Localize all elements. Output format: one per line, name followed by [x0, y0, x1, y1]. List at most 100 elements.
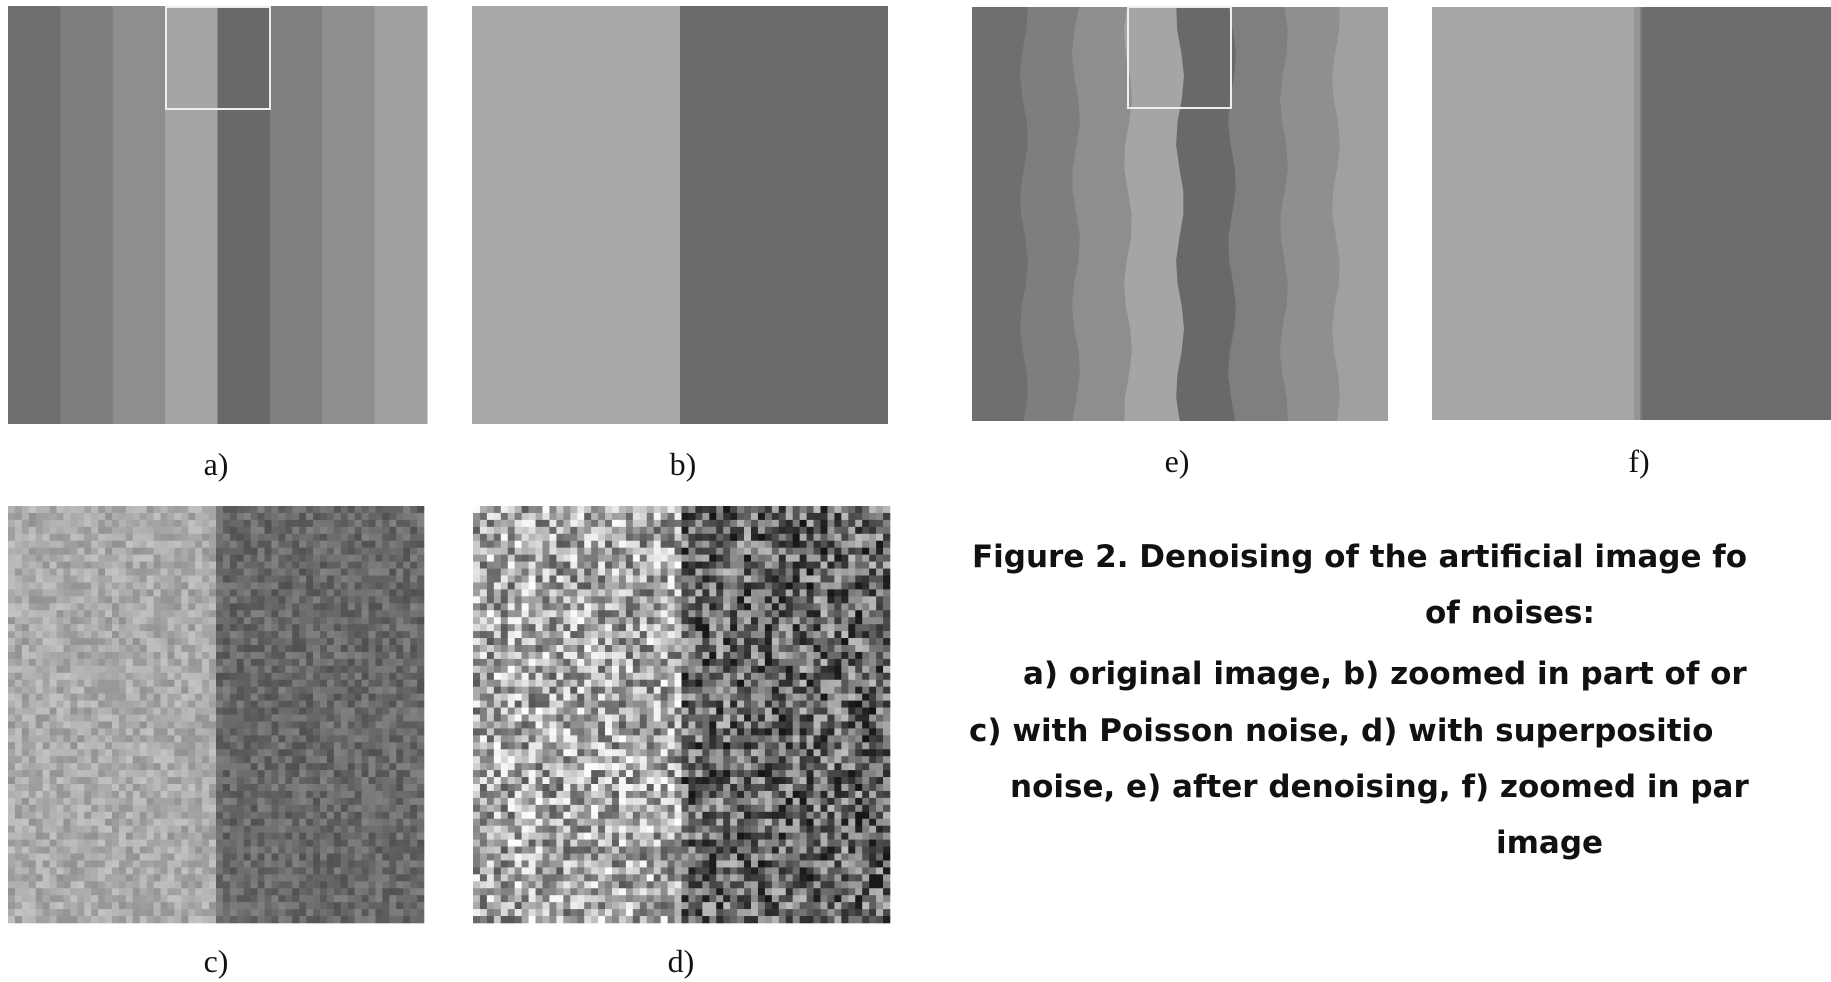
- noise-pixel: [668, 555, 675, 562]
- noise-pixel: [855, 576, 862, 583]
- noise-pixel: [133, 735, 140, 742]
- noise-pixel: [855, 610, 862, 617]
- noise-pixel: [91, 819, 98, 826]
- noise-pixel: [494, 610, 501, 617]
- noise-pixel: [216, 770, 223, 777]
- noise-pixel: [237, 708, 244, 715]
- noise-pixel: [91, 631, 98, 638]
- noise-pixel: [487, 576, 494, 583]
- noise-pixel: [702, 589, 709, 596]
- noise-pixel: [793, 506, 800, 513]
- noise-pixel: [285, 680, 292, 687]
- noise-pixel: [84, 881, 91, 888]
- noise-pixel: [730, 617, 737, 624]
- noise-pixel: [133, 624, 140, 631]
- noise-pixel: [605, 631, 612, 638]
- noise-pixel: [403, 652, 410, 659]
- noise-pixel: [50, 812, 57, 819]
- noise-pixel: [375, 603, 382, 610]
- noise-pixel: [382, 721, 389, 728]
- noise-pixel: [410, 902, 417, 909]
- noise-pixel: [202, 895, 209, 902]
- noise-pixel: [15, 909, 22, 916]
- noise-pixel: [237, 867, 244, 874]
- noise-pixel: [36, 631, 43, 638]
- noise-pixel: [362, 784, 369, 791]
- noise-pixel: [306, 694, 313, 701]
- noise-pixel: [216, 708, 223, 715]
- noise-pixel: [292, 617, 299, 624]
- noise-pixel: [702, 506, 709, 513]
- noise-pixel: [814, 520, 821, 527]
- noise-pixel: [147, 728, 154, 735]
- noise-pixel: [188, 721, 195, 728]
- noise-pixel: [529, 652, 536, 659]
- noise-pixel: [84, 826, 91, 833]
- noise-pixel: [285, 854, 292, 861]
- noise-pixel: [341, 610, 348, 617]
- noise-pixel: [195, 708, 202, 715]
- noise-pixel: [195, 902, 202, 909]
- noise-pixel: [619, 527, 626, 534]
- noise-pixel: [77, 596, 84, 603]
- noise-pixel: [15, 826, 22, 833]
- noise-pixel: [112, 673, 119, 680]
- noise-pixel: [473, 596, 480, 603]
- noise-pixel: [258, 645, 265, 652]
- noise-pixel: [591, 513, 598, 520]
- noise-pixel: [84, 805, 91, 812]
- noise-pixel: [278, 749, 285, 756]
- noise-pixel: [8, 673, 15, 680]
- noise-pixel: [105, 881, 112, 888]
- noise-pixel: [612, 555, 619, 562]
- noise-pixel: [668, 534, 675, 541]
- noise-pixel: [626, 513, 633, 520]
- noise-pixel: [278, 576, 285, 583]
- noise-pixel: [341, 673, 348, 680]
- noise-pixel: [327, 534, 334, 541]
- noise-pixel: [306, 701, 313, 708]
- noise-pixel: [22, 881, 29, 888]
- noise-pixel: [800, 562, 807, 569]
- noise-pixel: [675, 596, 682, 603]
- noise-pixel: [77, 840, 84, 847]
- noise-pixel: [737, 527, 744, 534]
- noise-pixel: [591, 645, 598, 652]
- noise-pixel: [29, 506, 36, 513]
- noise-pixel: [112, 819, 119, 826]
- noise-pixel: [209, 562, 216, 569]
- noise-pixel: [154, 541, 161, 548]
- noise-pixel: [161, 582, 168, 589]
- noise-pixel: [216, 576, 223, 583]
- noise-pixel: [563, 520, 570, 527]
- noise-pixel: [369, 555, 376, 562]
- noise-pixel: [265, 735, 272, 742]
- noise-pixel: [313, 777, 320, 784]
- noise-pixel: [605, 589, 612, 596]
- noise-pixel: [209, 638, 216, 645]
- noise-pixel: [410, 784, 417, 791]
- noise-pixel: [362, 902, 369, 909]
- noise-pixel: [105, 624, 112, 631]
- noise-pixel: [751, 555, 758, 562]
- noise-pixel: [334, 617, 341, 624]
- noise-pixel: [410, 749, 417, 756]
- noise-pixel: [355, 798, 362, 805]
- noise-pixel: [716, 631, 723, 638]
- noise-pixel: [320, 694, 327, 701]
- noise-pixel: [396, 916, 403, 923]
- noise-pixel: [375, 631, 382, 638]
- noise-pixel: [195, 513, 202, 520]
- noise-pixel: [223, 589, 230, 596]
- noise-pixel: [278, 673, 285, 680]
- noise-pixel: [855, 596, 862, 603]
- noise-pixel: [223, 916, 230, 923]
- noise-pixel: [50, 715, 57, 722]
- noise-pixel: [410, 569, 417, 576]
- noise-pixel: [375, 812, 382, 819]
- noise-pixel: [577, 534, 584, 541]
- noise-pixel: [619, 589, 626, 596]
- noise-pixel: [244, 721, 251, 728]
- noise-pixel: [63, 520, 70, 527]
- noise-pixel: [369, 909, 376, 916]
